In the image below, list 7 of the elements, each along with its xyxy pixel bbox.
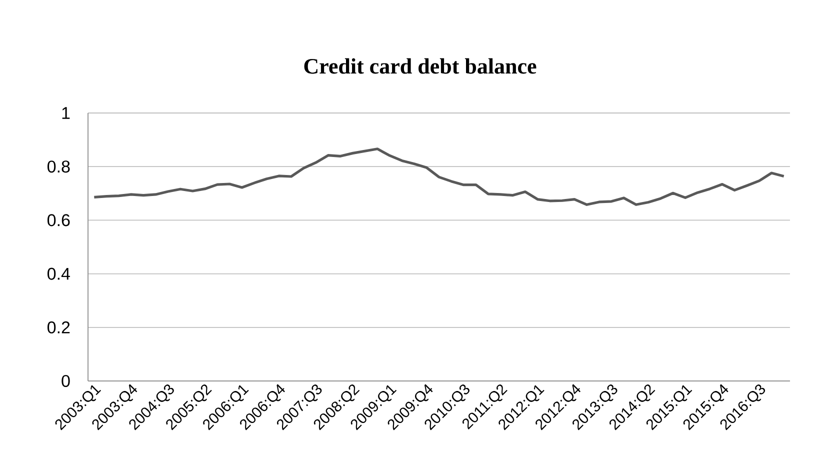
y-tick-label: 1 [62, 107, 70, 119]
y-tick-label: 0.6 [48, 214, 70, 226]
chart-title: Credit card debt balance [304, 58, 536, 74]
y-tick-label: 0.8 [48, 160, 70, 173]
y-tick-label: 0.2 [48, 321, 70, 334]
y-tick-label: 0.4 [48, 268, 70, 280]
y-tick-label: 0 [62, 374, 70, 388]
